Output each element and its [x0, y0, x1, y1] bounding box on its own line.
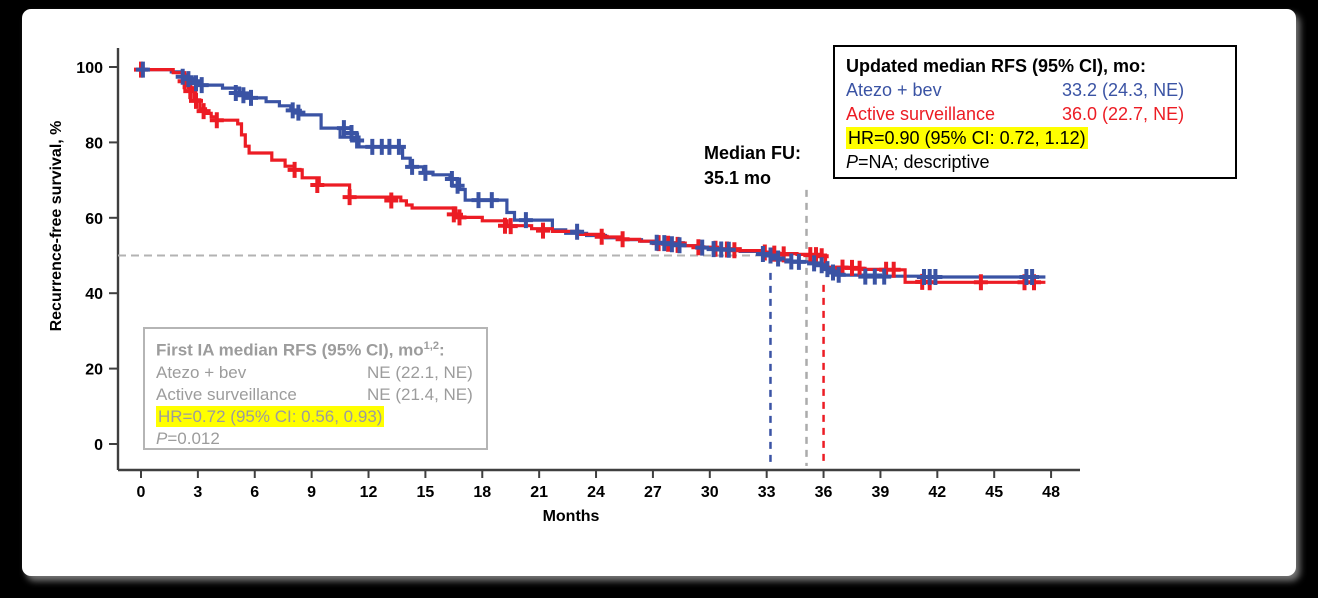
y-tick-label: 80: [85, 135, 103, 152]
y-axis-title: Recurrence-free survival, %: [48, 120, 65, 332]
first-ia-hr-row: HR=0.72 (95% CI: 0.56, 0.93): [156, 405, 475, 428]
x-tick-label: 30: [701, 484, 719, 501]
updated-box-p-row: P=NA; descriptive: [846, 150, 1224, 174]
y-tick-label: 100: [76, 60, 103, 77]
updated-box-row-surveillance: Active surveillance 36.0 (22.7, NE): [846, 102, 1224, 126]
hazard-ratio-highlight: HR=0.90 (95% CI: 0.72, 1.12): [846, 127, 1088, 149]
x-tick-label: 6: [250, 484, 259, 501]
x-tick-label: 39: [872, 484, 890, 501]
x-tick-label: 27: [644, 484, 662, 501]
updated-box-row-atezo: Atezo + bev 33.2 (24.3, NE): [846, 78, 1224, 102]
series-value-surveillance: NE (21.4, NE): [367, 384, 473, 404]
x-tick-label: 36: [815, 484, 833, 501]
x-tick-label: 42: [928, 484, 946, 501]
footnote-superscript: 1,2: [423, 340, 439, 352]
first-ia-row-surveillance: Active surveillance NE (21.4, NE): [156, 384, 475, 406]
series-value-atezo: NE (22.1, NE): [367, 362, 473, 382]
series-value-surveillance: 36.0 (22.7, NE): [1062, 104, 1185, 124]
x-tick-label: 0: [137, 484, 146, 501]
y-tick-label: 60: [85, 211, 103, 228]
first-ia-row-atezo: Atezo + bev NE (22.1, NE): [156, 362, 475, 384]
series-label-atezo: Atezo + bev: [846, 80, 942, 100]
updated-box-title: Updated median RFS (95% CI), mo:: [846, 56, 1147, 76]
x-tick-label: 45: [985, 484, 1003, 501]
median-fu-annotation: Median FU: 35.1 mo: [704, 141, 801, 191]
p-symbol: P: [156, 428, 168, 448]
y-tick-label: 20: [85, 362, 103, 379]
x-tick-label: 15: [417, 484, 435, 501]
hazard-ratio-highlight: HR=0.72 (95% CI: 0.56, 0.93): [156, 405, 385, 427]
y-tick-label: 40: [85, 286, 103, 303]
p-value: =0.012: [167, 428, 220, 448]
updated-median-rfs-box: Updated median RFS (95% CI), mo: Atezo +…: [833, 45, 1237, 179]
first-ia-median-rfs-box: First IA median RFS (95% CI), mo1,2: Ate…: [143, 327, 488, 450]
series-label-surveillance: Active surveillance: [846, 104, 996, 124]
x-tick-label: 18: [473, 484, 491, 501]
censor-marks-atezo-bev: [135, 61, 1040, 285]
y-tick-label: 0: [94, 437, 103, 454]
x-tick-label: 33: [758, 484, 776, 501]
p-symbol: P: [846, 152, 859, 172]
first-ia-title-colon: :: [438, 340, 445, 360]
x-tick-label: 9: [307, 484, 316, 501]
median-fu-line2: 35.1 mo: [704, 168, 772, 188]
x-tick-label: 48: [1042, 484, 1060, 501]
first-ia-title-text: First IA median RFS (95% CI), mo: [156, 340, 424, 360]
x-tick-label: 21: [530, 484, 548, 501]
series-label-surveillance: Active surveillance: [156, 384, 297, 404]
first-ia-p-row: P=0.012: [156, 428, 475, 450]
p-value: =NA; descriptive: [858, 152, 990, 172]
x-axis-title: Months: [542, 508, 600, 525]
series-label-atezo: Atezo + bev: [156, 362, 247, 382]
updated-box-hr-row: HR=0.90 (95% CI: 0.72, 1.12): [846, 126, 1224, 150]
first-ia-box-title: First IA median RFS (95% CI), mo1,2:: [156, 335, 475, 362]
x-tick-label: 12: [360, 484, 378, 501]
median-fu-line1: Median FU:: [704, 143, 801, 163]
x-tick-label: 24: [587, 484, 605, 501]
x-tick-label: 3: [193, 484, 202, 501]
series-value-atezo: 33.2 (24.3, NE): [1062, 80, 1185, 100]
